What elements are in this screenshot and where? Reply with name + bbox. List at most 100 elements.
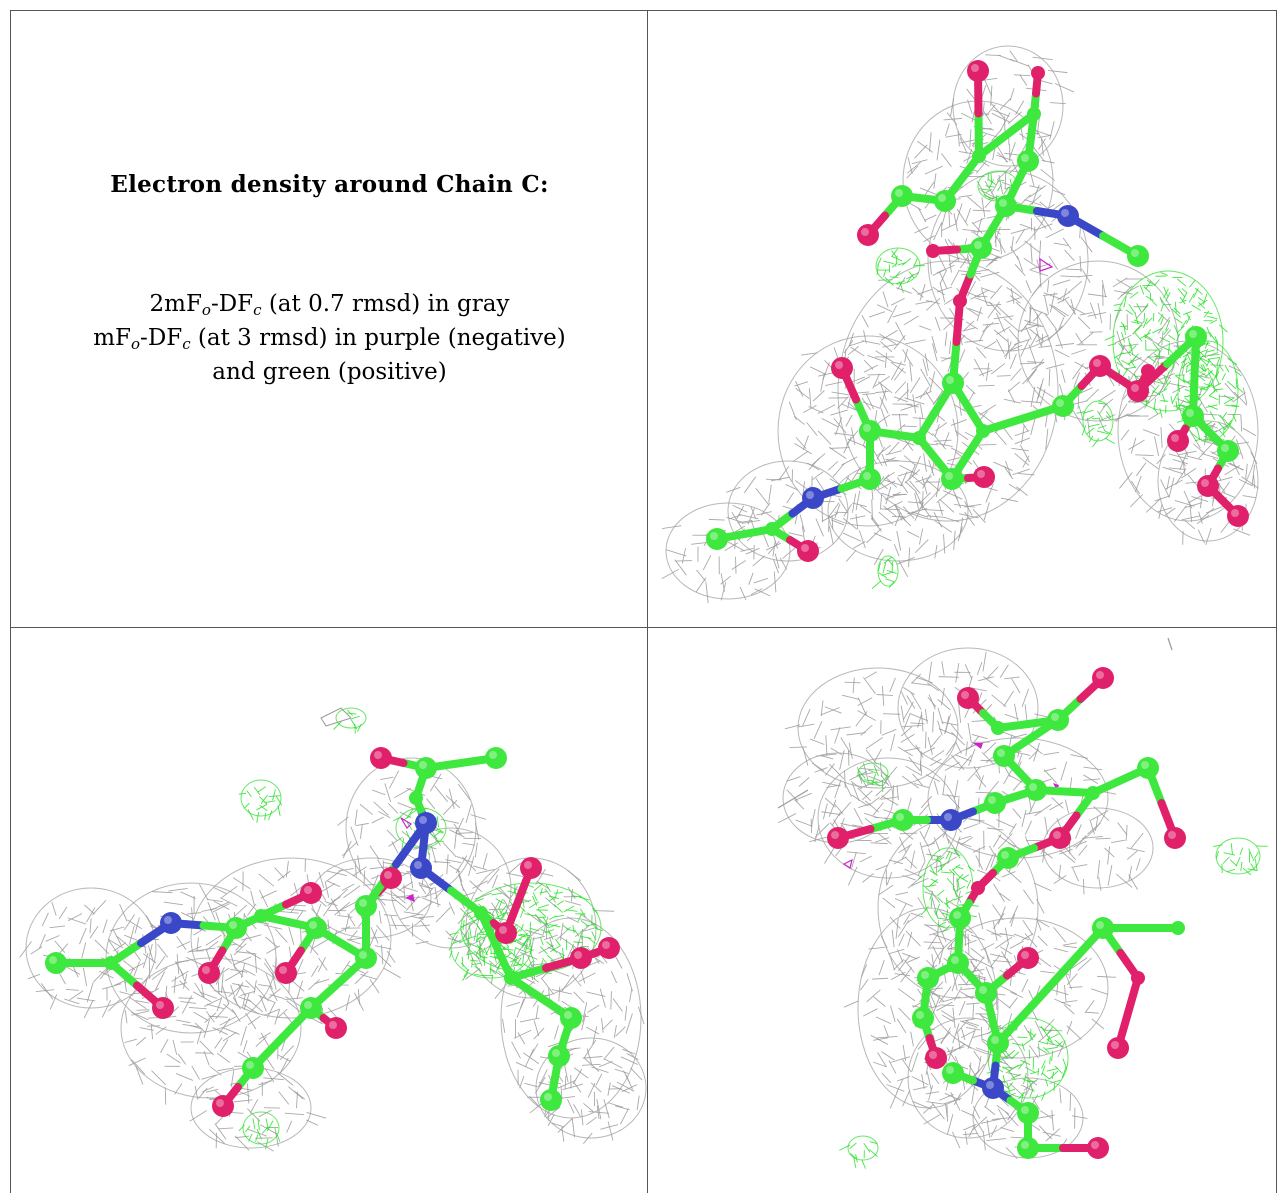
carbon-atom-14 xyxy=(997,847,1019,869)
oxygen-atom-32 xyxy=(1107,1037,1129,1059)
oxygen-atom-7 xyxy=(300,882,322,904)
nitrogen-atom-17 xyxy=(410,857,432,879)
carbon-atom-0 xyxy=(45,952,67,974)
oxygen-atom-32 xyxy=(1227,505,1249,527)
density-view-bottom-right xyxy=(648,628,1276,1193)
nitrogen-atom-7 xyxy=(940,809,962,831)
nitrogen-atom-15 xyxy=(1057,205,1079,227)
molecule-render xyxy=(777,637,1268,1169)
carbon-atom-23 xyxy=(474,906,488,920)
carbon-atom-29 xyxy=(548,1045,570,1067)
carbon-atom-21 xyxy=(912,1007,934,1029)
oxygen-atom-33 xyxy=(1167,430,1189,452)
carbon-atom-28 xyxy=(560,1007,582,1029)
oxygen-atom-19 xyxy=(1017,947,1039,969)
molecule-render xyxy=(19,707,647,1152)
carbon-atom-22 xyxy=(891,185,913,207)
carbon-atom-22 xyxy=(485,747,507,769)
nitrogen-atom-18 xyxy=(415,812,437,834)
carbon-atom-7 xyxy=(912,431,926,445)
nitrogen-atom-3 xyxy=(802,487,824,509)
carbon-atom-26 xyxy=(1017,1102,1039,1124)
oxygen-atom-23 xyxy=(857,224,879,246)
carbon-atom-27 xyxy=(1017,1137,1039,1159)
carbon-atom-11 xyxy=(1137,757,1159,779)
carbon-atom-17 xyxy=(1027,107,1041,121)
oxygen-atom-34 xyxy=(1141,364,1155,378)
carbon-atom-18 xyxy=(972,149,986,163)
carbon-atom-19 xyxy=(409,791,423,805)
oxygen-atom-20 xyxy=(1031,66,1045,80)
carbon-atom-0 xyxy=(706,528,728,550)
density-view-bottom-left xyxy=(11,628,648,1193)
oxygen-atom-26 xyxy=(1089,355,1111,377)
carbon-atom-4 xyxy=(225,917,247,939)
oxygen-atom-15 xyxy=(380,867,402,889)
oxygen-atom-28 xyxy=(1087,1137,1109,1159)
carbon-atom-14 xyxy=(995,195,1017,217)
molecule-render xyxy=(661,45,1260,603)
density-view-top-right xyxy=(648,11,1276,628)
carbon-atom-16 xyxy=(1017,150,1039,172)
carbon-atom-28 xyxy=(1185,326,1207,348)
carbon-atom-18 xyxy=(975,982,997,1004)
carbon-atom-16 xyxy=(949,907,971,929)
oxygen-atom-27 xyxy=(1127,380,1149,402)
carbon-atom-35 xyxy=(1127,245,1149,267)
carbon-atom-31 xyxy=(504,971,518,985)
carbon-atom-14 xyxy=(355,947,377,969)
legend-cell: Electron density around Chain C: 2mFo-DF… xyxy=(11,11,648,628)
carbon-atom-6 xyxy=(254,909,268,923)
legend-text: 2mFo-DFc (at 0.7 rmsd) in gray mFo-DFc (… xyxy=(11,287,647,389)
carbon-atom-11 xyxy=(300,997,322,1019)
oxygen-atom-27 xyxy=(598,937,620,959)
carbon-atom-25 xyxy=(942,1062,964,1084)
carbon-atom-21 xyxy=(934,190,956,212)
oxygen-atom-15 xyxy=(971,881,985,895)
atom-spheres xyxy=(45,747,620,1117)
carbon-atom-1 xyxy=(765,522,779,536)
carbon-atom-8 xyxy=(941,468,963,490)
carbon-atom-29 xyxy=(1092,917,1114,939)
carbon-atom-5 xyxy=(1025,779,1047,801)
oxygen-atom-22 xyxy=(925,1047,947,1069)
carbon-atom-30 xyxy=(1171,921,1185,935)
carbon-atom-16 xyxy=(355,895,377,917)
carbon-atom-30 xyxy=(1217,440,1239,462)
carbon-atom-20 xyxy=(917,967,939,989)
carbon-atom-4 xyxy=(993,745,1015,767)
oxygen-atom-24 xyxy=(495,922,517,944)
carbon-atom-11 xyxy=(942,372,964,394)
oxygen-atom-8 xyxy=(275,962,297,984)
figure-heading: Electron density around Chain C: xyxy=(110,171,549,198)
carbon-atom-6 xyxy=(984,792,1006,814)
oxygen-atom-9 xyxy=(827,827,849,849)
nitrogen-atom-3 xyxy=(160,912,182,934)
bond-sticks xyxy=(52,754,613,1110)
oxygen-atom-24 xyxy=(926,244,940,258)
oxygen-atom-25 xyxy=(520,857,542,879)
oxygen-atom-9 xyxy=(973,466,995,488)
carbon-atom-29 xyxy=(1182,405,1204,427)
legend-line-positive: and green (positive) xyxy=(212,359,447,385)
carbon-atom-30 xyxy=(540,1089,562,1111)
carbon-atom-13 xyxy=(970,237,992,259)
legend-line-gray: 2mFo-DFc (at 0.7 rmsd) in gray xyxy=(149,291,510,319)
oxygen-atom-6 xyxy=(831,357,853,379)
carbon-atom-10 xyxy=(1086,786,1100,800)
oxygen-atom-31 xyxy=(1131,971,1145,985)
positive-density-mesh xyxy=(871,170,1244,589)
oxygen-atom-12 xyxy=(953,294,967,308)
gray-density-mesh xyxy=(661,45,1260,603)
carbon-atom-9 xyxy=(305,917,327,939)
oxygen-atom-12 xyxy=(1164,827,1186,849)
oxygen-atom-2 xyxy=(1092,667,1114,689)
oxygen-atom-2 xyxy=(152,997,174,1019)
oxygen-atom-13 xyxy=(1049,827,1071,849)
oxygen-atom-31 xyxy=(1197,475,1219,497)
oxygen-atom-2 xyxy=(797,540,819,562)
carbon-atom-1 xyxy=(104,956,118,970)
legend-line-difference: mFo-DFc (at 3 rmsd) in purple (negative) xyxy=(93,325,566,353)
oxygen-atom-19 xyxy=(967,60,989,82)
oxygen-atom-5 xyxy=(198,962,220,984)
